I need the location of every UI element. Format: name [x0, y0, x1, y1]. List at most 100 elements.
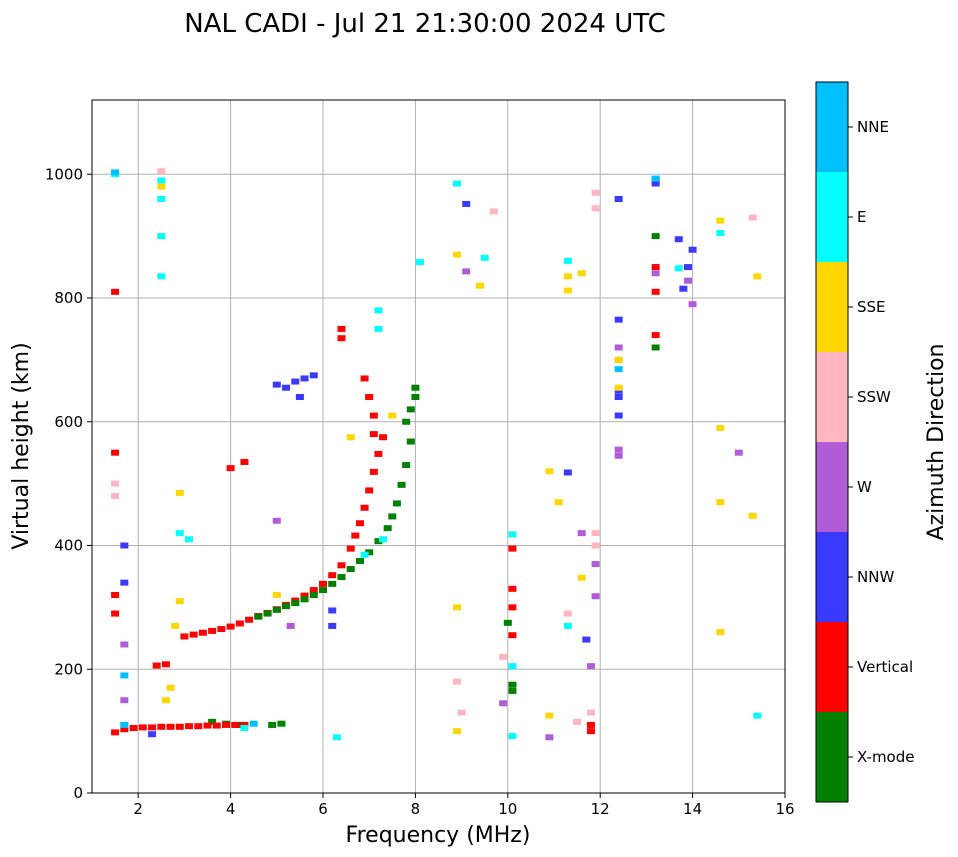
- echo-point: [591, 530, 600, 537]
- y-tick-label: 600: [54, 413, 83, 431]
- echo-point: [688, 246, 697, 253]
- echo-point: [332, 734, 341, 741]
- echo-point: [374, 450, 383, 457]
- echo-point: [120, 542, 129, 549]
- echo-point: [582, 636, 591, 643]
- echo-point: [286, 622, 295, 629]
- echo-point: [388, 412, 397, 419]
- chart-title: NAL CADI - Jul 21 21:30:00 2024 UTC: [184, 9, 666, 39]
- echo-point: [457, 709, 466, 716]
- echo-point: [379, 536, 388, 543]
- echo-point: [300, 592, 309, 599]
- echo-point: [651, 180, 660, 187]
- echo-point: [586, 663, 595, 670]
- data-marks: [111, 168, 762, 741]
- echo-point: [452, 604, 461, 611]
- echo-point: [212, 722, 221, 729]
- echo-point: [411, 384, 420, 391]
- echo-point: [208, 627, 217, 634]
- echo-point: [189, 631, 198, 638]
- echo-point: [383, 525, 392, 532]
- echo-point: [577, 270, 586, 277]
- echo-point: [111, 729, 120, 736]
- echo-point: [476, 282, 485, 289]
- echo-point: [148, 731, 157, 738]
- echo-point: [374, 307, 383, 314]
- y-axis-ticks: 0 200 400 600 800 1000: [45, 165, 92, 802]
- echo-point: [208, 718, 217, 725]
- echo-point: [392, 500, 401, 507]
- echo-point: [226, 623, 235, 630]
- x-tick-label: 14: [683, 800, 702, 818]
- echo-point: [614, 412, 623, 419]
- echo-point: [591, 561, 600, 568]
- echo-point: [462, 200, 471, 207]
- echo-point: [406, 438, 415, 445]
- echo-point: [111, 449, 120, 456]
- echo-point: [157, 723, 166, 730]
- echo-point: [716, 424, 725, 431]
- echo-point: [337, 335, 346, 342]
- echo-point: [111, 169, 120, 176]
- echo-point: [185, 536, 194, 543]
- colorbar-frame: [815, 81, 849, 803]
- echo-point: [679, 285, 688, 292]
- echo-point: [674, 236, 683, 243]
- series-w: [120, 268, 743, 741]
- echo-point: [309, 592, 318, 598]
- echo-point: [614, 196, 623, 202]
- echo-point: [586, 728, 595, 735]
- echo-point: [499, 700, 508, 707]
- echo-point: [337, 562, 346, 569]
- echo-point: [148, 724, 157, 731]
- echo-point: [194, 723, 203, 730]
- echo-point: [591, 189, 600, 196]
- echo-point: [402, 418, 411, 425]
- colorbar-tick-label: W: [857, 478, 872, 496]
- series-nnw: [120, 180, 697, 738]
- echo-point: [328, 622, 337, 629]
- echo-point: [161, 661, 170, 668]
- echo-point: [111, 493, 120, 499]
- echo-point: [489, 208, 498, 215]
- echo-point: [346, 566, 355, 573]
- echo-point: [328, 580, 337, 587]
- y-tick-label: 800: [54, 289, 83, 307]
- echo-point: [462, 268, 471, 275]
- colorbar-segment: [816, 82, 848, 172]
- echo-point: [268, 721, 277, 728]
- series-x-mode: [254, 438, 415, 620]
- series-ssw: [111, 168, 757, 725]
- echo-point: [651, 270, 660, 277]
- colorbar-label: Azimuth Direction: [924, 343, 949, 540]
- echo-point: [157, 177, 166, 184]
- echo-point: [388, 513, 397, 520]
- echo-point: [175, 598, 184, 605]
- echo-point: [651, 175, 660, 182]
- echo-point: [346, 434, 355, 441]
- colorbar-tick-label: SSE: [857, 298, 886, 316]
- echo-point: [240, 725, 249, 732]
- echo-point: [545, 468, 554, 475]
- echo-point: [452, 251, 461, 258]
- echo-point: [309, 587, 318, 594]
- colorbar-segment: [816, 712, 848, 802]
- echo-point: [591, 542, 600, 549]
- x-tick-label: 8: [411, 800, 421, 818]
- echo-point: [614, 452, 623, 459]
- echo-point: [157, 233, 166, 240]
- colorbar: X-mode Vertical NNW W SSW SSE E NNE: [815, 81, 914, 803]
- x-axis-ticks: 2 4 6 8 10 12 14 16: [133, 793, 795, 818]
- colorbar-tick-label: Vertical: [857, 658, 913, 676]
- echo-point: [452, 678, 461, 685]
- echo-point: [365, 487, 374, 494]
- echo-point: [217, 626, 226, 633]
- echo-point: [272, 592, 281, 598]
- echo-point: [591, 593, 600, 600]
- x-tick-label: 2: [133, 800, 143, 818]
- colorbar-segment: [816, 262, 848, 352]
- echo-point: [365, 549, 374, 556]
- colorbar-segment: [816, 172, 848, 262]
- echo-point: [406, 406, 415, 413]
